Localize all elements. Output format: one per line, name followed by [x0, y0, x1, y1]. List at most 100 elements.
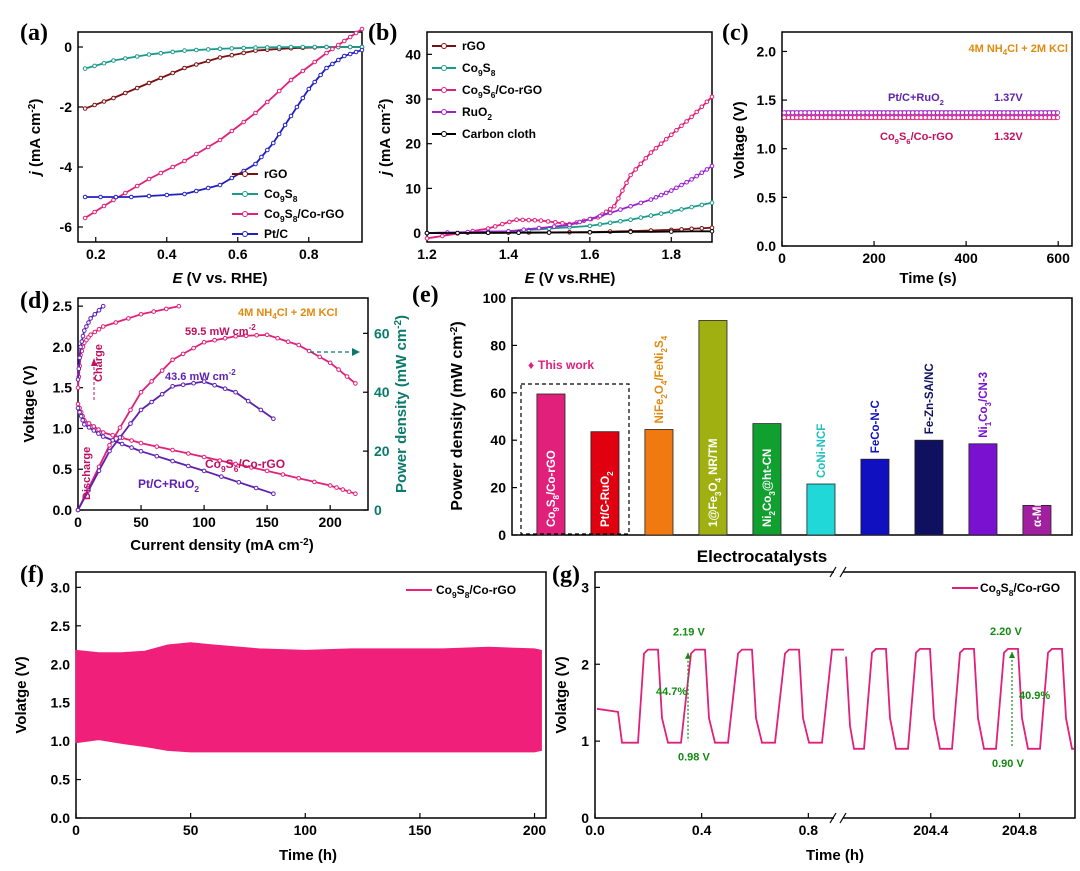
panel-c-series-1-marker	[1013, 115, 1019, 120]
panel-a-series-2-marker	[146, 176, 152, 182]
panel-b-series-2-marker	[440, 233, 445, 239]
panel-g-annotation: 44.7%	[656, 686, 687, 698]
panel-d-ytick-label: 2.0	[53, 339, 73, 355]
panel-c-ytick-label: 0.5	[757, 189, 777, 205]
panel-c-series-1-marker	[889, 115, 895, 120]
panel-c-series-0-marker	[902, 110, 907, 116]
panel-g-ytick-label: 3	[581, 579, 589, 595]
panel-g-axis-break	[839, 566, 847, 578]
panel-d-y2tick-label: 20	[374, 443, 390, 459]
panel-c-series-0-marker	[806, 110, 812, 116]
panel-e-bar	[752, 423, 782, 536]
panel-a-series-2-marker	[336, 42, 341, 48]
panel-c-series-0-marker	[1026, 110, 1032, 116]
panel-c-electrolyte: 4M NH4Cl + 2M KCl	[968, 43, 1068, 57]
panel-a-series-2-marker	[330, 46, 335, 52]
panel-c-series-1-marker	[980, 115, 986, 120]
legend-marker	[242, 211, 248, 217]
panel-f-ytick-label: 0.0	[51, 810, 71, 826]
panel-b-series-3-marker	[587, 216, 593, 222]
panel-b-series-2-marker	[638, 161, 644, 167]
panel-c-series-0-marker	[897, 110, 903, 116]
panel-d-series-0-discharge-marker	[346, 489, 352, 495]
panel-d-series-1-discharge-marker	[91, 428, 97, 433]
panel-a-series-1-marker	[146, 52, 152, 57]
panel-a-series-3-marker	[253, 161, 258, 167]
panel-g-cycling-line-1	[596, 648, 844, 744]
panel-b-series-2-marker	[648, 150, 654, 155]
panel-e: (e) 0 20 40 60 80 100 Co9S8/Co-rGO Pt/C-RuO2 Ni…	[412, 282, 1073, 566]
panel-c-series-0-marker	[993, 110, 998, 116]
panel-c-series-0-marker	[810, 110, 816, 116]
panel-d-ylabel2: Power density (mW cm-2)	[393, 315, 410, 493]
legend-entry: rGO	[462, 39, 485, 53]
panel-g-xtick-label: 0.0	[585, 822, 605, 838]
panel-b-series-4-marker	[455, 230, 460, 236]
panel-d-series-0-power-marker	[128, 407, 133, 413]
panel-c-series-1-marker	[918, 115, 924, 120]
panel-e-bar-label: CoNi-NCF	[816, 424, 828, 478]
panel-a-series-0-marker	[170, 70, 175, 76]
panel-a-ytick-label: -2	[60, 99, 73, 115]
panel-d-series-1-charge-marker	[77, 355, 82, 361]
panel-e-bar	[1022, 504, 1052, 536]
panel-a-xlabel: E (V vs. RHE)	[172, 270, 267, 287]
panel-d-series-0-discharge-marker	[129, 438, 134, 443]
legend-marker	[441, 65, 447, 71]
panel-c-series-0-marker	[856, 110, 862, 116]
panel-d-series-1-discharge-marker	[86, 425, 92, 430]
panel-a-series-3-marker	[353, 49, 359, 55]
panel-f-ytick-label: 1.5	[51, 695, 71, 711]
panel-e-bar	[590, 431, 620, 536]
panel-d-series-0-power-marker	[327, 360, 333, 366]
panel-c-series-0-marker	[831, 110, 837, 116]
panel-c-xtick-label: 200	[862, 250, 886, 266]
panel-b-series-2-marker	[620, 188, 625, 193]
panel-e-bar	[806, 483, 836, 536]
panel-d-series-1-discharge-marker	[110, 438, 115, 443]
panel-a-series-2-marker	[300, 68, 306, 74]
panel-c-series-1-marker	[1001, 115, 1007, 120]
panel-c-xtick-label: 0	[778, 250, 786, 266]
panel-a-series-2-line	[84, 28, 363, 219]
this-work-marker: ♦ This work	[528, 358, 594, 372]
panel-c-series-1-marker	[931, 115, 936, 120]
legend-entry: Carbon cloth	[462, 127, 536, 141]
panel-a-series-3-line	[85, 49, 363, 198]
panel-b-series-2-marker	[674, 128, 679, 133]
panel-a-series-1-marker	[92, 63, 97, 69]
panel-a-series-0-marker	[158, 75, 164, 81]
panel-b-series-3-marker	[648, 197, 654, 202]
panel-d-series-1-discharge-marker	[154, 453, 160, 459]
panel-c-series-1-marker	[823, 115, 829, 120]
panel-d-series-0-charge-marker	[92, 329, 98, 335]
legend-marker	[441, 109, 447, 115]
panel-a-series-1-marker	[347, 44, 353, 50]
panel-b-series-2-marker	[526, 217, 532, 223]
panel-c-series-1-marker	[972, 115, 978, 120]
panel-d-series-0-charge-marker	[164, 306, 169, 312]
panel-g-ylabel: Volatge (V)	[553, 656, 570, 733]
panel-a-series-1-marker	[123, 56, 128, 61]
panel-d-series-1-power-marker	[201, 379, 207, 384]
panel-d-series-1-discharge-marker	[75, 405, 81, 411]
panel-a-ytick-label: -6	[60, 219, 73, 235]
panel-a-series-2-marker	[276, 88, 282, 94]
panel-e-bar-label: 1@Fe3O4 NR/TM	[708, 438, 723, 527]
panel-a-series-1-marker	[229, 46, 235, 51]
panel-c-series-0-marker	[989, 110, 994, 116]
panel-d-series-0-discharge-marker	[249, 465, 254, 470]
panel-a-series-2-marker	[229, 128, 235, 134]
panel-d-series-1-charge-marker	[86, 320, 91, 325]
legend-entry: Co9S8/Co-rGO	[980, 581, 1060, 598]
panel-g-xlabel: Time (h)	[806, 847, 864, 864]
panel-f-label: (f)	[20, 562, 44, 588]
panel-d-series-0-power-marker	[254, 333, 259, 338]
panel-a-series-2-marker	[353, 30, 359, 36]
panel-f-legend: Co9S8/Co-rGO	[406, 583, 516, 600]
panel-b-series-2-marker	[679, 123, 684, 129]
panel-g-axis-break	[829, 566, 837, 578]
panel-c-series-0-marker	[893, 110, 899, 116]
panel-c-series-1-marker	[922, 115, 928, 120]
panel-c-series-0-marker	[980, 110, 986, 116]
